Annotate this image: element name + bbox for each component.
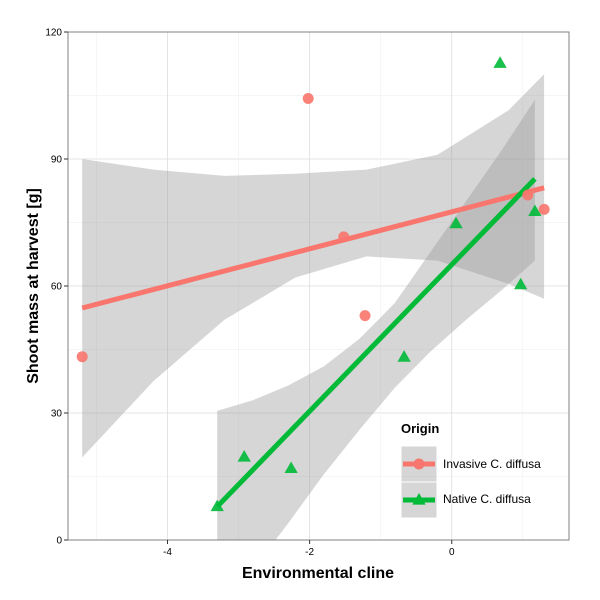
fit-line-invasive [81,185,545,311]
data-point-native [210,499,224,512]
x-tick-label: -2 [305,547,314,558]
data-points [76,56,550,512]
data-point-native [449,216,463,229]
data-point-invasive [76,351,88,363]
data-point-invasive [359,310,371,322]
confidence-bands [82,74,545,540]
legend-label-native: Native C. diffusa [443,492,531,506]
data-point-native [284,461,298,473]
x-tick-label: -4 [163,547,172,558]
fit-lines [81,177,545,509]
legend-key-marker [413,458,425,470]
legend: Origin Invasive C. diffusa Native C. dif… [400,421,541,519]
legend-key-marker [412,493,426,505]
y-tick-label: 90 [51,155,63,166]
y-tick-label: 120 [45,28,62,39]
data-point-native [528,204,542,216]
data-point-invasive [338,231,350,243]
data-point-native [237,450,251,462]
legend-label-invasive: Invasive C. diffusa [443,457,541,471]
data-point-invasive [538,203,550,215]
confidence-band-native [217,99,535,540]
y-axis-title: Shoot mass at harvest [g] [25,188,42,384]
y-tick-label: 30 [51,409,63,420]
data-point-invasive [302,92,314,104]
confidence-band-invasive [82,74,545,458]
axes: 0 30 60 90 120 -4 -2 0 [45,28,455,559]
legend-key-native [400,481,438,519]
y-tick-label: 0 [56,536,62,547]
x-tick-label: 0 [449,547,455,558]
data-point-native [514,277,528,290]
x-axis-title: Environmental cline [242,565,394,582]
fit-line-native [215,177,537,509]
legend-key-invasive [400,445,438,483]
data-point-native [397,350,411,362]
data-point-native [493,56,507,68]
legend-title: Origin [401,421,439,436]
legend-keys [400,445,438,519]
y-tick-label: 60 [51,282,63,293]
data-point-invasive [522,189,534,201]
